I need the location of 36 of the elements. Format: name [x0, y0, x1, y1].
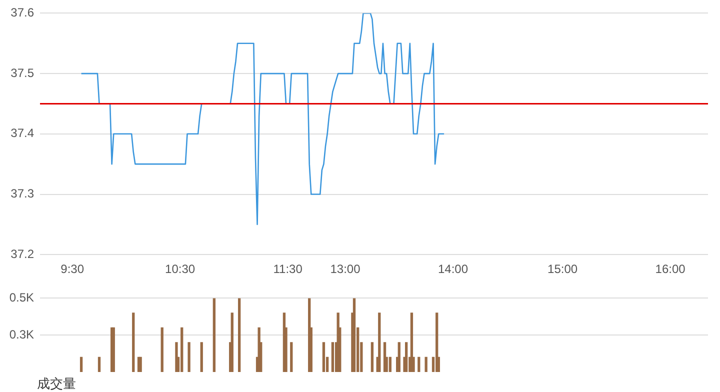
bar — [404, 342, 408, 372]
x-tick-label: 11:30 — [273, 262, 303, 276]
bar — [132, 312, 135, 372]
bar — [331, 342, 334, 372]
bar — [370, 342, 374, 372]
bar — [188, 342, 190, 372]
y-tick-label: 37.2 — [10, 246, 34, 261]
x-tick-label: 9:30 — [60, 262, 84, 276]
x-tick-label: 16:00 — [655, 262, 686, 276]
bar — [388, 356, 392, 372]
bar — [160, 327, 164, 372]
y-tick-label: 37.3 — [10, 186, 34, 201]
y-tick-label: 0.5K — [9, 290, 34, 305]
y-tick-label: 37.6 — [10, 6, 34, 20]
bar — [238, 298, 241, 372]
bar — [180, 327, 184, 372]
bar — [352, 298, 356, 372]
x-tick-label: 10:30 — [165, 262, 196, 276]
y-tick-label: 0.3K — [9, 327, 34, 342]
bar — [230, 312, 234, 372]
y-tick-label: 37.5 — [10, 66, 34, 80]
bar — [290, 342, 293, 372]
bar — [424, 356, 428, 372]
bar — [212, 298, 216, 372]
x-tick-label: 13:00 — [330, 262, 361, 276]
bar — [98, 356, 101, 372]
bar — [322, 342, 326, 372]
y-tick-label: 37.4 — [10, 126, 34, 140]
x-tick-label: 15:00 — [548, 262, 578, 276]
bar — [418, 356, 420, 372]
bar — [200, 342, 203, 372]
bar — [80, 356, 83, 372]
x-tick-label: 14:00 — [438, 262, 468, 276]
text: 成交量 — [37, 376, 76, 392]
bar — [398, 342, 400, 372]
bar — [378, 312, 381, 372]
